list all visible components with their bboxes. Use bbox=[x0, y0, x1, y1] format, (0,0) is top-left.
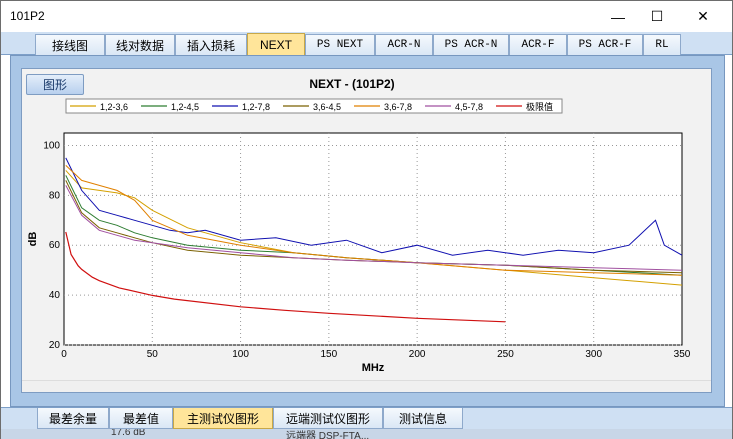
bottom-tab-bar: 最差余量 最差值 主测试仪图形 远端测试仪图形 测试信息 bbox=[1, 407, 732, 429]
y-tick-label: 60 bbox=[49, 240, 61, 251]
tab-ps-acr-n[interactable]: PS ACR-N bbox=[433, 34, 509, 55]
tab-remote-tester-graph[interactable]: 远端测试仪图形 bbox=[273, 408, 383, 429]
tab-wiremap[interactable]: 接线图 bbox=[35, 34, 105, 55]
tab-rl[interactable]: RL bbox=[643, 34, 681, 55]
close-icon[interactable]: ✕ bbox=[697, 8, 709, 24]
legend-entry: 1,2-7,8 bbox=[242, 102, 270, 112]
chart-lines bbox=[65, 157, 683, 323]
tab-acr-n[interactable]: ACR-N bbox=[375, 34, 433, 55]
x-tick-label: 250 bbox=[497, 349, 514, 360]
legend-entry: 1,2-4,5 bbox=[171, 102, 199, 112]
status-remote: 远端器 DSP-FTA... bbox=[286, 431, 370, 439]
x-tick-label: 300 bbox=[585, 349, 602, 360]
tab-ps-next[interactable]: PS NEXT bbox=[305, 34, 375, 55]
tab-main-tester-graph[interactable]: 主测试仪图形 bbox=[173, 408, 273, 429]
series-line-4 bbox=[65, 165, 683, 276]
y-tick-label: 40 bbox=[49, 290, 61, 301]
y-tick-label: 80 bbox=[49, 190, 61, 201]
x-axis-label: MHz bbox=[362, 362, 385, 374]
tab-test-info[interactable]: 测试信息 bbox=[383, 408, 463, 429]
legend-entry: 3,6-4,5 bbox=[313, 102, 341, 112]
legend-entry: 3,6-7,8 bbox=[384, 102, 412, 112]
maximize-icon[interactable]: ☐ bbox=[650, 8, 664, 24]
y-axis-label: dB bbox=[27, 232, 39, 247]
chart-legend: 1,2-3,6 1,2-4,5 1,2-7,8 3,6-4,5 3,6-7,8 4,5-7… bbox=[65, 98, 563, 114]
x-tick-label: 150 bbox=[321, 349, 338, 360]
tab-worst-value[interactable]: 最差值 bbox=[109, 408, 173, 429]
chart-grid bbox=[64, 133, 682, 346]
legend-entry: 4,5-7,8 bbox=[455, 102, 483, 112]
x-tick-label: 200 bbox=[409, 349, 426, 360]
tab-acr-f[interactable]: ACR-F bbox=[509, 34, 567, 55]
y-tick-label: 100 bbox=[43, 140, 60, 151]
horizontal-scrollbar[interactable] bbox=[22, 380, 711, 392]
legend-entry: 1,2-3,6 bbox=[100, 102, 128, 112]
tab-insertion-loss[interactable]: 插入损耗 bbox=[175, 34, 247, 55]
x-tick-label: 0 bbox=[61, 349, 67, 360]
legend-box bbox=[65, 98, 563, 114]
chart-title: NEXT - (101P2) bbox=[309, 77, 394, 91]
x-tick-label: 50 bbox=[147, 349, 159, 360]
series-line-6 bbox=[65, 231, 506, 323]
status-value: 17.6 dB bbox=[111, 429, 146, 438]
legend-entry: 极限值 bbox=[526, 101, 553, 112]
graph-frame: 图形 NEXT - (101P2) 1,2-3,6 1,2-4,5 1,2-7,8 3… bbox=[10, 55, 725, 407]
minimize-icon[interactable]: — bbox=[611, 8, 625, 25]
x-tick-label: 100 bbox=[232, 349, 249, 360]
tab-worst-margin[interactable]: 最差余量 bbox=[37, 408, 109, 429]
tab-ps-acr-f[interactable]: PS ACR-F bbox=[567, 34, 643, 55]
next-chart: NEXT - (101P2) 1,2-3,6 1,2-4,5 1,2-7,8 3,6-… bbox=[27, 77, 691, 374]
window-title: 101P2 bbox=[10, 9, 45, 23]
tab-pair-data[interactable]: 线对数据 bbox=[105, 34, 175, 55]
plot-area bbox=[63, 132, 683, 346]
series-line-5 bbox=[65, 185, 683, 271]
graph-button[interactable]: 图形 bbox=[26, 74, 84, 95]
tab-bar: 接线图 线对数据 插入损耗 NEXT PS NEXT ACR-N PS ACR-… bbox=[1, 32, 732, 56]
chart-ticks: 0 50 100 150 200 250 300 350 20 40 60 80 100 bbox=[43, 140, 690, 360]
graph-panel: 图形 NEXT - (101P2) 1,2-3,6 1,2-4,5 1,2-7,8 3… bbox=[21, 68, 712, 393]
y-tick-label: 20 bbox=[49, 340, 61, 351]
tab-next[interactable]: NEXT bbox=[247, 33, 305, 56]
status-strip: 17.6 dB 远端器 DSP-FTA... bbox=[1, 429, 732, 439]
title-bar: 101P2 — ☐ ✕ bbox=[1, 1, 732, 32]
x-tick-label: 350 bbox=[674, 349, 691, 360]
series-line-2 bbox=[65, 157, 683, 256]
